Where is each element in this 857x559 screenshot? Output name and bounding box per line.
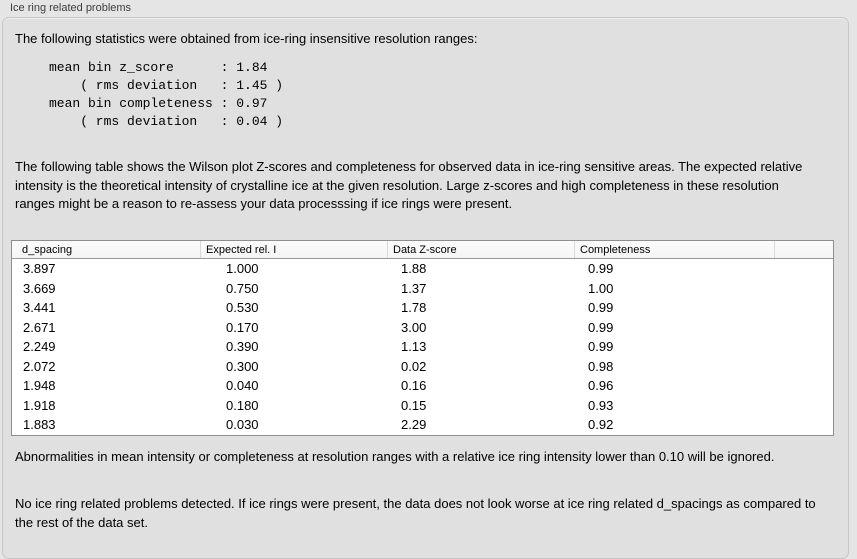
table-cell: 0.040 — [226, 378, 259, 394]
column-header-completeness[interactable]: Completeness — [575, 241, 775, 258]
table-cell: 0.180 — [226, 397, 259, 413]
table-row[interactable]: 1.948 0.040 0.16 0.96 — [12, 376, 833, 396]
column-header-data-z-score[interactable]: Data Z-score — [388, 241, 575, 258]
table-cell: 1.78 — [401, 300, 427, 316]
table-row[interactable]: 3.669 0.750 1.37 1.00 — [12, 278, 833, 298]
table-cell: 2.249 — [23, 339, 56, 355]
ice-ring-group-box: The following statistics were obtained f… — [2, 17, 849, 559]
table-row[interactable]: 2.072 0.300 0.02 0.98 — [12, 356, 833, 376]
table-cell: 0.300 — [226, 358, 259, 374]
conclusion-text: No ice ring related problems detected. I… — [15, 496, 816, 530]
table-cell: 3.00 — [401, 319, 427, 335]
table-cell: 1.000 — [226, 261, 259, 277]
table-row[interactable]: 2.249 0.390 1.13 0.99 — [12, 337, 833, 357]
table-cell: 0.98 — [588, 358, 614, 374]
table-row[interactable]: 3.897 1.000 1.88 0.99 — [12, 259, 833, 279]
stats-block: mean bin z_score : 1.84 ( rms deviation … — [49, 60, 284, 129]
table-row[interactable]: 1.918 0.180 0.15 0.93 — [12, 395, 833, 415]
table-cell: 1.13 — [401, 339, 427, 355]
table-cell: 0.530 — [226, 300, 259, 316]
table-cell: 0.170 — [226, 319, 259, 335]
table-row[interactable]: 2.671 0.170 3.00 0.99 — [12, 317, 833, 337]
table-cell: 3.441 — [23, 300, 56, 316]
table-cell: 0.93 — [588, 397, 614, 413]
table-cell: 0.92 — [588, 417, 614, 433]
panel-title: Ice ring related problems — [10, 2, 132, 14]
column-header-d-spacing[interactable]: d_spacing — [12, 241, 201, 258]
table-cell: 0.02 — [401, 358, 427, 374]
ice-ring-table: d_spacing Expected rel. I Data Z-score C… — [11, 240, 834, 436]
table-cell: 0.750 — [226, 280, 259, 296]
table-cell: 1.88 — [401, 261, 427, 277]
table-body: 3.897 1.000 1.88 0.99 3.669 0.750 1.37 1.00 3.44… — [12, 259, 833, 435]
table-description: The following table shows the Wilson plo… — [15, 159, 803, 211]
table-cell: 0.15 — [401, 397, 427, 413]
column-header-expected-rel-i[interactable]: Expected rel. I — [201, 241, 388, 258]
table-cell: 0.99 — [588, 339, 614, 355]
table-cell: 1.37 — [401, 280, 427, 296]
table-cell: 3.897 — [23, 261, 56, 277]
table-cell: 0.96 — [588, 378, 614, 394]
table-cell: 3.669 — [23, 280, 56, 296]
table-row[interactable]: 3.441 0.530 1.78 0.99 — [12, 298, 833, 318]
table-cell: 0.99 — [588, 319, 614, 335]
table-cell: 2.29 — [401, 417, 427, 433]
table-cell: 2.072 — [23, 358, 56, 374]
table-cell: 0.99 — [588, 300, 614, 316]
table-cell: 2.671 — [23, 319, 56, 335]
column-header-filler — [775, 241, 833, 258]
table-row[interactable]: 1.883 0.030 2.29 0.92 — [12, 415, 833, 435]
intro-text: The following statistics were obtained f… — [15, 31, 478, 46]
table-cell: 0.16 — [401, 378, 427, 394]
ignore-note: Abnormalities in mean intensity or compl… — [15, 449, 775, 464]
table-cell: 1.00 — [588, 280, 614, 296]
table-cell: 1.948 — [23, 378, 56, 394]
table-cell: 1.883 — [23, 417, 56, 433]
table-cell: 0.390 — [226, 339, 259, 355]
table-cell: 0.99 — [588, 261, 614, 277]
table-cell: 1.918 — [23, 397, 56, 413]
table-cell: 0.030 — [226, 417, 259, 433]
table-header: d_spacing Expected rel. I Data Z-score C… — [12, 241, 833, 259]
